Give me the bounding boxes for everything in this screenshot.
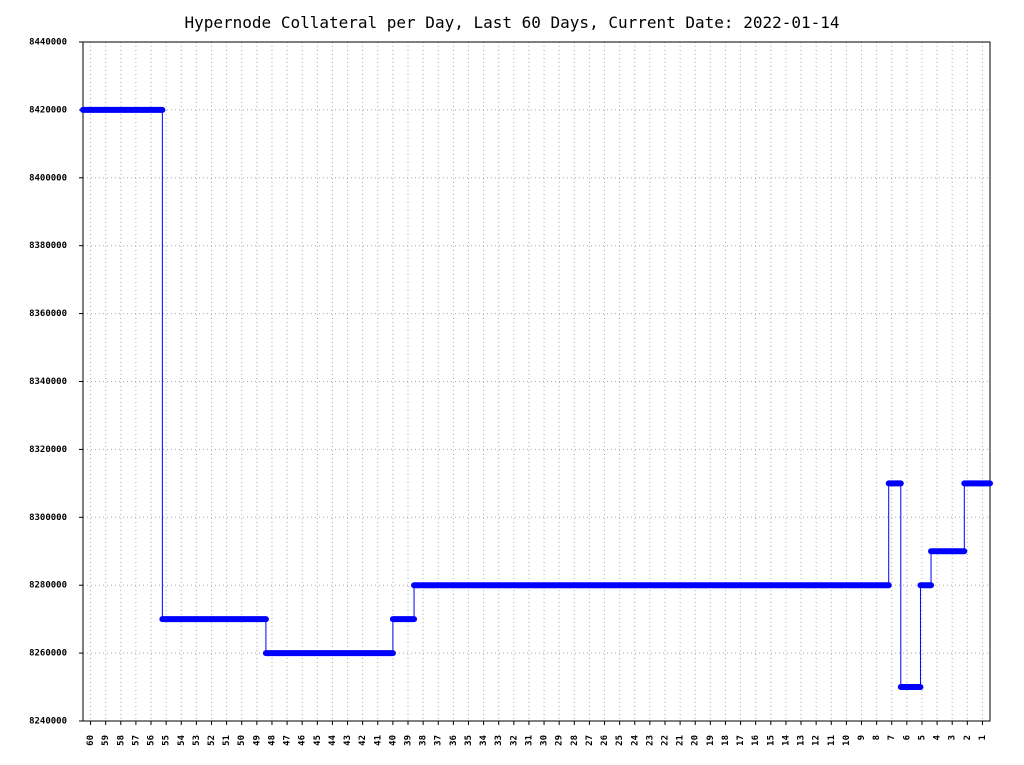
x-tick-label: 37 bbox=[434, 735, 444, 746]
x-tick-label: 14 bbox=[781, 734, 791, 745]
x-tick-label: 34 bbox=[479, 734, 489, 745]
x-tick-label: 22 bbox=[660, 735, 670, 746]
x-tick-label: 55 bbox=[162, 735, 172, 746]
plot-frame bbox=[82, 41, 991, 722]
x-tick-label: 5 bbox=[917, 735, 927, 740]
x-tick-label: 46 bbox=[298, 735, 308, 746]
x-tick-label: 17 bbox=[736, 735, 746, 746]
x-tick-label: 11 bbox=[827, 735, 837, 746]
x-tick-label: 31 bbox=[524, 735, 534, 746]
x-tick-label: 33 bbox=[494, 735, 504, 746]
x-tick-label: 27 bbox=[585, 735, 595, 746]
y-tick-label: 8360000 bbox=[29, 309, 67, 319]
x-tick-label: 47 bbox=[283, 735, 293, 746]
x-tick-label: 24 bbox=[630, 734, 640, 745]
x-tick-label: 35 bbox=[464, 735, 474, 746]
x-tick-label: 30 bbox=[540, 735, 550, 746]
y-tick-label: 8320000 bbox=[29, 445, 67, 455]
x-tick-label: 25 bbox=[615, 735, 625, 746]
x-tick-label: 56 bbox=[147, 735, 157, 746]
x-tick-label: 2 bbox=[963, 735, 973, 740]
y-tick-label: 8400000 bbox=[29, 173, 67, 183]
x-tick-label: 42 bbox=[358, 735, 368, 746]
x-tick-label: 10 bbox=[842, 735, 852, 746]
x-tick-label: 51 bbox=[222, 735, 232, 746]
x-tick-label: 6 bbox=[902, 735, 912, 740]
x-tick-label: 49 bbox=[252, 735, 262, 746]
x-tick-label: 20 bbox=[691, 735, 701, 746]
x-tick-label: 50 bbox=[237, 735, 247, 746]
x-tick-label: 32 bbox=[509, 735, 519, 746]
x-tick-label: 39 bbox=[404, 735, 414, 746]
x-tick-label: 60 bbox=[86, 735, 96, 746]
y-tick-label: 8300000 bbox=[29, 513, 67, 523]
x-tick-label: 40 bbox=[388, 735, 398, 746]
y-tick-label: 8380000 bbox=[29, 241, 67, 251]
x-tick-label: 52 bbox=[207, 735, 217, 746]
x-tick-label: 9 bbox=[857, 735, 867, 740]
x-tick-label: 59 bbox=[101, 735, 111, 746]
x-tick-label: 16 bbox=[751, 735, 761, 746]
x-tick-label: 53 bbox=[192, 735, 202, 746]
x-tick-label: 38 bbox=[419, 735, 429, 746]
x-tick-label: 26 bbox=[600, 735, 610, 746]
x-tick-label: 57 bbox=[131, 735, 141, 746]
x-tick-label: 12 bbox=[812, 735, 822, 746]
x-tick-label: 43 bbox=[343, 735, 353, 746]
y-tick-label: 8260000 bbox=[29, 649, 67, 659]
x-tick-label: 41 bbox=[373, 735, 383, 746]
x-tick-label: 28 bbox=[570, 735, 580, 746]
chart-title: Hypernode Collateral per Day, Last 60 Da… bbox=[184, 13, 839, 32]
x-tick-label: 7 bbox=[887, 735, 897, 740]
x-tick-label: 58 bbox=[116, 735, 126, 746]
x-tick-label: 29 bbox=[555, 735, 565, 746]
x-tick-label: 3 bbox=[948, 735, 958, 740]
x-tick-label: 13 bbox=[797, 735, 807, 746]
y-tick-label: 8240000 bbox=[29, 717, 67, 727]
y-tick-label: 8440000 bbox=[29, 38, 67, 48]
x-tick-label: 23 bbox=[645, 735, 655, 746]
x-tick-label: 18 bbox=[721, 735, 731, 746]
y-tick-label: 8340000 bbox=[29, 377, 67, 387]
x-tick-label: 8 bbox=[872, 735, 882, 740]
x-tick-label: 54 bbox=[177, 734, 187, 745]
x-tick-label: 19 bbox=[706, 735, 716, 746]
x-tick-label: 1 bbox=[978, 735, 988, 740]
x-tick-label: 36 bbox=[449, 735, 459, 746]
line-series bbox=[83, 109, 990, 688]
y-tick-label: 8420000 bbox=[29, 105, 67, 115]
x-tick-label: 4 bbox=[933, 734, 943, 740]
y-tick-label: 8280000 bbox=[29, 581, 67, 591]
x-tick-label: 44 bbox=[328, 734, 338, 745]
x-tick-label: 15 bbox=[766, 735, 776, 746]
x-tick-label: 21 bbox=[676, 735, 686, 746]
x-tick-label: 45 bbox=[313, 735, 323, 746]
x-tick-label: 48 bbox=[267, 735, 277, 746]
